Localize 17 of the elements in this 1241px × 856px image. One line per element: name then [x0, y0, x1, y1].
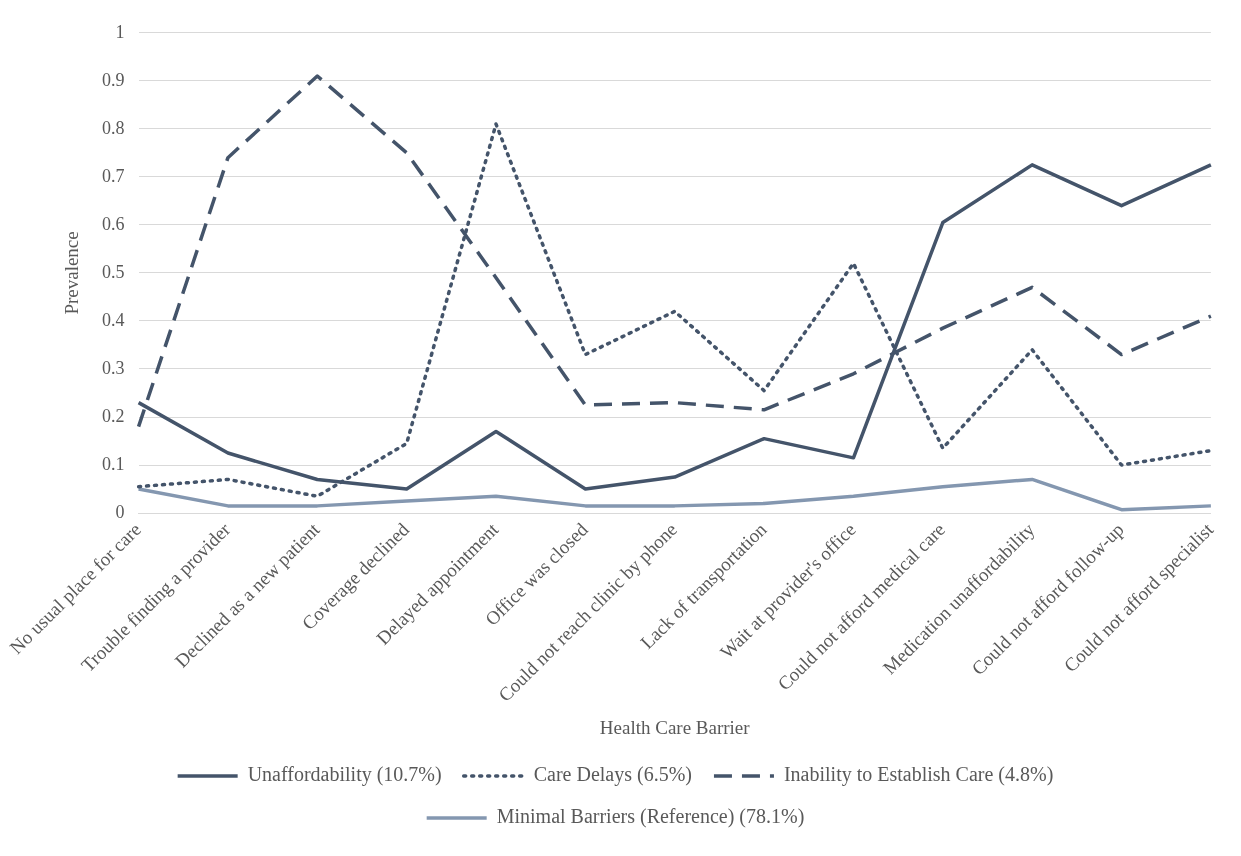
y-tick-label: 0 — [115, 501, 125, 522]
y-tick-label: 0.9 — [102, 69, 125, 90]
y-tick-label: 0.7 — [102, 165, 125, 186]
y-axis-title: Prevalence — [60, 231, 82, 315]
y-tick-label: 0.1 — [102, 453, 125, 474]
legend-label: Care Delays (6.5%) — [533, 763, 692, 787]
legend-label: Unaffordability (10.7%) — [247, 763, 442, 787]
x-axis-title: Health Care Barrier — [599, 716, 751, 738]
y-tick-label: 0.4 — [102, 309, 125, 330]
y-tick-label: 0.2 — [102, 405, 125, 426]
legend-label: Minimal Barriers (Reference) (78.1%) — [496, 805, 805, 829]
legend-label: Inability to Establish Care (4.8%) — [783, 763, 1054, 787]
y-tick-label: 0.3 — [102, 357, 125, 378]
y-tick-label: 1 — [115, 21, 125, 42]
y-tick-label: 0.6 — [102, 213, 125, 234]
y-tick-label: 0.5 — [102, 261, 125, 282]
y-tick-label: 0.8 — [102, 117, 125, 138]
